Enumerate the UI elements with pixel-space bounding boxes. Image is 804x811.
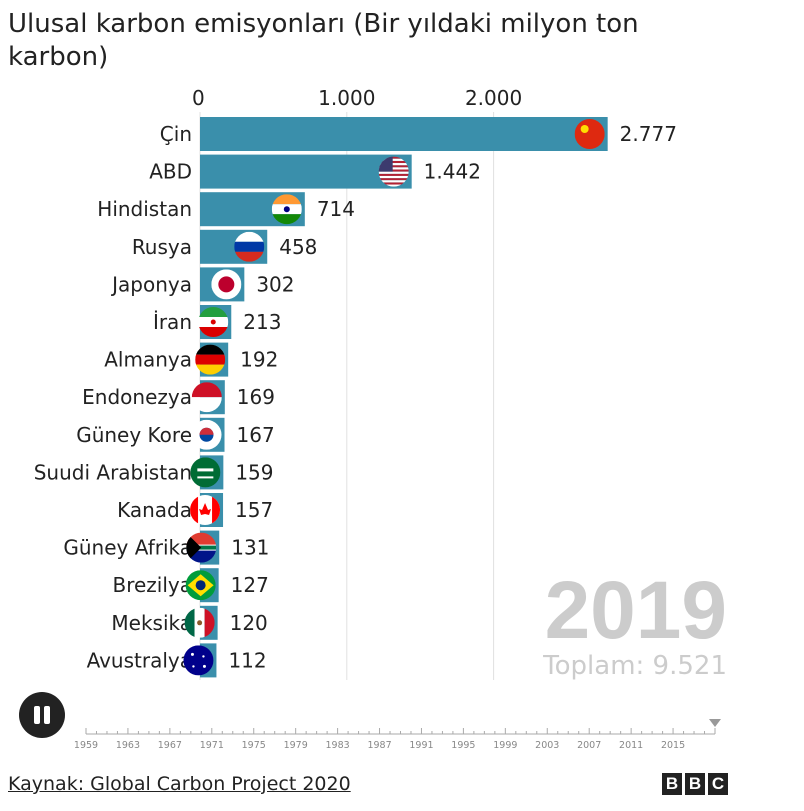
value-label: 112 [228,648,266,672]
bar [200,154,412,189]
timeline-year-label: 2011 [619,740,643,751]
category-label: Meksika [111,611,192,635]
category-label: Güney Kore [76,423,192,447]
russia-flag [234,231,265,262]
category-label: Suudi Arabistan [34,460,192,484]
value-label: 192 [240,348,278,372]
pause-icon [34,706,40,724]
x-tick-label: 1.000 [318,86,375,110]
south-korea-flag [191,419,222,450]
value-label: 1.442 [424,160,481,184]
category-label: Hindistan [97,197,192,221]
source-link[interactable]: Kaynak: Global Carbon Project 2020 [8,773,351,795]
timeline-year-label: 1967 [158,740,182,751]
year-label: 2019 [545,565,727,656]
value-label: 302 [256,272,294,296]
value-label: 120 [230,611,268,635]
chart-title: Ulusal karbon emisyonları (Bir yıldaki m… [8,9,639,72]
timeline-year-label: 2003 [535,740,559,751]
category-label: İran [153,310,192,334]
value-label: 714 [317,197,355,221]
bbc-logo: B B C [662,773,728,795]
x-tick-label: 0 [192,86,205,110]
category-label: Brezilya [112,573,192,597]
value-label: 131 [231,536,269,560]
timeline-year-label: 2015 [661,740,685,751]
value-label: 127 [231,573,269,597]
south-africa-flag [186,532,217,563]
value-label: 213 [243,310,281,334]
category-label: Japonya [110,272,192,296]
timeline-year-label: 1959 [74,740,98,751]
timeline-year-label: 1979 [284,740,308,751]
japan-flag [211,269,242,300]
pause-button[interactable] [19,692,65,738]
timeline-year-label: 1983 [326,740,350,751]
bar [200,117,608,151]
timeline-year-label: 1991 [409,740,433,751]
australia-flag [183,645,214,676]
value-label: 167 [237,423,275,447]
timeline-year-label: 1999 [493,740,517,751]
value-label: 159 [235,460,273,484]
timeline-year-label: 1963 [116,740,140,751]
value-label: 458 [279,235,317,259]
timeline-handle[interactable] [709,719,721,727]
saudi-arabia-flag [190,457,221,488]
indonesia-flag [191,382,222,413]
value-label: 157 [235,498,273,522]
timeline-year-label: 1987 [367,740,391,751]
total-label: Toplam: 9.521 [542,651,727,681]
x-tick-label: 2.000 [465,86,522,110]
category-label: Rusya [132,235,192,259]
category-label: ABD [149,160,192,184]
usa-flag [378,156,409,187]
germany-flag [195,344,226,375]
india-flag [271,194,302,225]
china-flag [574,119,605,149]
mexico-flag [184,607,215,638]
category-label: Endonezya [82,385,192,409]
brazil-flag [185,570,216,601]
canada-flag [190,495,221,525]
timeline-year-label: 1995 [451,740,475,751]
value-label: 169 [237,385,275,409]
timeline-year-label: 1971 [200,740,224,751]
iran-flag [198,307,229,337]
category-label: Almanya [104,348,192,372]
category-label: Avustralya [87,648,192,672]
category-label: Kanada [117,498,192,522]
category-label: Güney Afrika [63,536,192,560]
timeline-year-label: 1975 [242,740,266,751]
timeline-year-label: 2007 [577,740,601,751]
value-label: 2.777 [620,122,677,146]
category-label: Çin [160,122,192,146]
